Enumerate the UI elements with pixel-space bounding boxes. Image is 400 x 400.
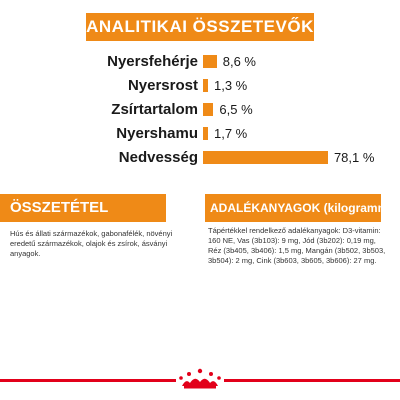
analytics-row-label: Nyersfehérje xyxy=(107,53,198,70)
crown-logo-icon xyxy=(176,366,224,392)
analytics-row: Zsírtartalom 6,5 % xyxy=(0,100,400,120)
analytics-header: ANALITIKAI ÖSSZETEVŐK xyxy=(86,13,314,41)
analytics-chart: Nyersfehérje 8,6 % Nyersrost 1,3 % Zsírt… xyxy=(0,0,400,170)
analytics-row-bar xyxy=(203,103,214,116)
analytics-row: Nyersfehérje 8,6 % xyxy=(0,52,400,72)
analytics-row-value: 8,6 % xyxy=(222,54,256,69)
analytics-row: Nyershamu 1,7 % xyxy=(0,124,400,144)
analytics-row: Nedvesség 78,1 % xyxy=(0,148,400,168)
analytics-row-bar xyxy=(203,79,208,92)
analytics-row-label: Nyershamu xyxy=(116,125,198,142)
analytics-row-value: 78,1 % xyxy=(333,150,375,165)
analytics-row-label: Zsírtartalom xyxy=(111,101,198,118)
analytics-row-bar xyxy=(203,151,328,164)
additives-header: ADALÉKANYAGOK (kilogrammonként) xyxy=(205,194,381,222)
additives-text: Tápértékkel rendelkező adalékanyagok: D3… xyxy=(208,226,386,265)
analytics-row-value: 1,7 % xyxy=(214,126,248,141)
analytics-row-bar xyxy=(203,127,208,140)
composition-text: Hús és állati származékok, gabonafélék, … xyxy=(10,229,173,258)
analytics-row: Nyersrost 1,3 % xyxy=(0,76,400,96)
analytics-row-label: Nedvesség xyxy=(118,149,198,166)
composition-header: ÖSSZETÉTEL xyxy=(0,194,166,222)
analytics-row-value: 6,5 % xyxy=(219,102,253,117)
analytics-row-bar xyxy=(203,55,217,68)
analytics-row-value: 1,3 % xyxy=(214,78,248,93)
analytics-row-label: Nyersrost xyxy=(127,77,198,94)
